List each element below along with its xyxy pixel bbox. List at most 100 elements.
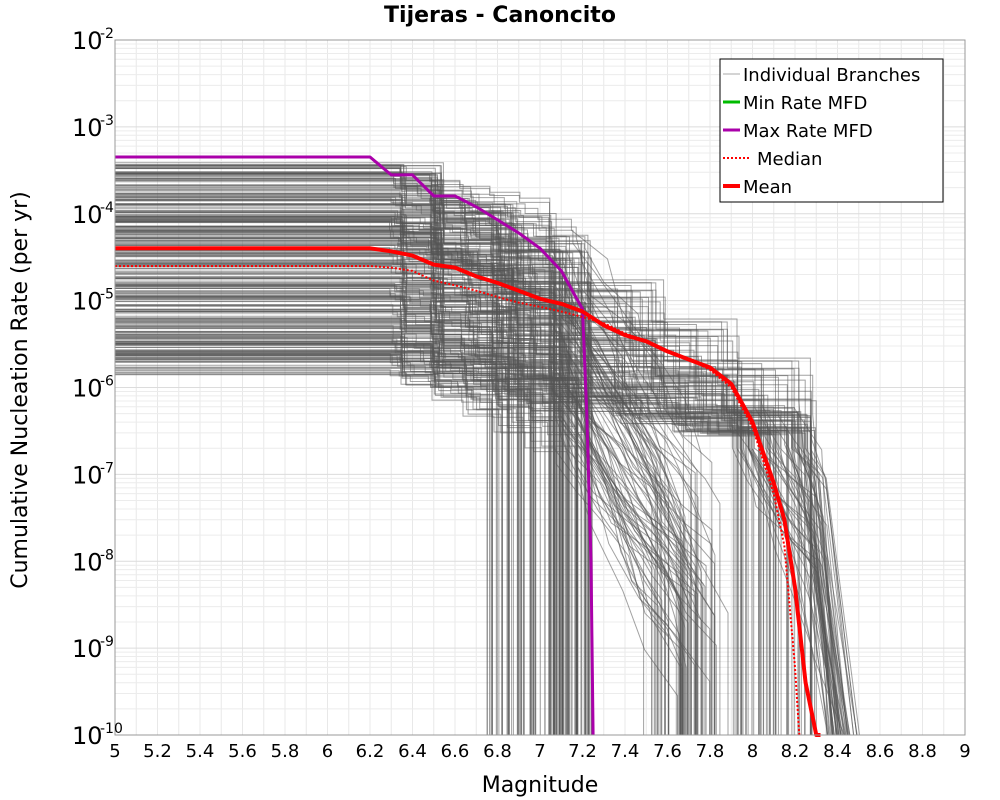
- individual-branch-line: [115, 204, 560, 735]
- individual-branch-line: [115, 251, 838, 736]
- y-tick-exponent: -6: [100, 374, 114, 390]
- individual-branch-line: [115, 198, 662, 735]
- branch-lines: [115, 162, 860, 736]
- legend-box: [719, 58, 944, 203]
- individual-branch-line: [115, 190, 552, 735]
- mean-line: [115, 246, 821, 737]
- individual-branch-line: [115, 241, 537, 735]
- individual-branch-line: [115, 271, 729, 735]
- y-tick-label: 10: [72, 288, 103, 316]
- individual-branch-line: [115, 219, 518, 735]
- y-tick-label: 10: [72, 375, 103, 403]
- individual-branch-line: [115, 359, 696, 735]
- individual-branch-line: [115, 353, 716, 735]
- x-tick-label: 7.8: [696, 741, 725, 762]
- individual-branch-line: [115, 335, 564, 735]
- individual-branch-line: [115, 369, 492, 735]
- y-tick-label: 10: [72, 722, 103, 750]
- individual-branch-line: [115, 338, 503, 735]
- individual-branch-line: [115, 249, 653, 735]
- individual-branch-line: [115, 364, 681, 735]
- x-tick-label: 7.4: [611, 741, 640, 762]
- individual-branch-line: [115, 343, 522, 735]
- individual-branch-line: [115, 285, 707, 735]
- individual-branch-line: [115, 168, 551, 735]
- x-tick-label: 5.6: [228, 741, 257, 762]
- individual-branch-line: [115, 179, 789, 735]
- x-tick-label: 7: [534, 741, 545, 762]
- y-tick-label: 10: [72, 114, 103, 142]
- x-tick-label: 6.8: [483, 741, 512, 762]
- individual-branch-line: [115, 370, 546, 735]
- x-tick-label: 8.4: [823, 741, 852, 762]
- individual-branch-line: [115, 173, 661, 735]
- individual-branch-line: [115, 199, 510, 735]
- individual-branch-line: [115, 354, 550, 735]
- individual-branch-line: [115, 199, 769, 735]
- individual-branch-line: [115, 354, 563, 735]
- y-tick-labels: 10-210-310-410-510-610-710-810-910-10: [72, 26, 123, 750]
- y-tick-label: 10: [72, 635, 103, 663]
- individual-branch-line: [115, 197, 497, 735]
- y-tick-label: 10: [72, 548, 103, 576]
- y-tick-exponent: -4: [100, 200, 114, 216]
- individual-branch-line: [115, 341, 531, 735]
- individual-branch-line: [115, 354, 534, 735]
- x-tick-label: 7.2: [568, 741, 597, 762]
- individual-branch-line: [115, 284, 840, 736]
- y-tick-exponent: -8: [100, 547, 114, 563]
- plot-frame: [114, 39, 966, 736]
- individual-branch-line: [115, 355, 503, 735]
- individual-branch-line: [115, 215, 839, 736]
- x-axis-label: Magnitude: [482, 773, 599, 798]
- y-tick-exponent: -9: [100, 634, 114, 650]
- y-tick-exponent: -5: [100, 287, 114, 303]
- x-tick-label: 5.4: [186, 741, 215, 762]
- max-rate-mfd-line: [115, 155, 595, 736]
- legend: Individual Branches Min Rate MFD Max Rate …: [719, 58, 944, 203]
- individual-branch-line: [115, 338, 532, 735]
- individual-branch-line: [115, 181, 855, 736]
- x-tick-label: 9: [959, 741, 970, 762]
- y-tick-exponent: -3: [100, 113, 114, 129]
- x-tick-label: 7.6: [653, 741, 682, 762]
- individual-branch-line: [115, 374, 765, 735]
- individual-branch-line: [115, 287, 683, 735]
- individual-branch-line: [115, 226, 567, 735]
- individual-branch-line: [115, 315, 840, 736]
- individual-branch-line: [115, 172, 800, 735]
- x-tick-label: 5.2: [143, 741, 172, 762]
- individual-branch-line: [115, 362, 564, 735]
- individual-branch-line: [115, 343, 669, 735]
- individual-branch-line: [115, 353, 493, 735]
- individual-branch-line: [115, 216, 692, 735]
- individual-branch-line: [115, 317, 858, 736]
- x-tick-label: 6.4: [398, 741, 427, 762]
- x-tick-label: 8.8: [908, 741, 937, 762]
- y-tick-exponent: -7: [100, 460, 114, 476]
- individual-branch-line: [115, 298, 689, 735]
- x-tick-label: 6.2: [356, 741, 385, 762]
- series-lines: [115, 155, 821, 737]
- legend-label: Median: [757, 149, 822, 170]
- x-tick-label: 5.8: [271, 741, 300, 762]
- individual-branch-line: [115, 319, 681, 735]
- legend-label: Max Rate MFD: [743, 121, 873, 142]
- x-tick-label: 6.6: [441, 741, 470, 762]
- individual-branch-line: [115, 354, 715, 735]
- individual-branch-line: [115, 187, 590, 735]
- x-tick-label: 8: [747, 741, 758, 762]
- x-tick-label: 8.2: [781, 741, 810, 762]
- x-tick-label: 8.6: [866, 741, 895, 762]
- x-tick-label: 6: [322, 741, 333, 762]
- individual-branch-line: [115, 162, 811, 735]
- chart-title: Tijeras - Canoncito: [384, 3, 616, 28]
- individual-branch-line: [115, 301, 690, 735]
- legend-label: Individual Branches: [743, 65, 920, 86]
- legend-label: Mean: [743, 177, 792, 198]
- individual-branch-line: [115, 178, 698, 735]
- x-tick-labels: 5 5.2 5.4 5.6 5.8 6 6.2 6.4 6.6 6.8 7 7.2 7.4 7.6 7.8 8…: [109, 741, 970, 762]
- y-tick-label: 10: [72, 201, 103, 229]
- y-tick-label: 10: [72, 27, 103, 55]
